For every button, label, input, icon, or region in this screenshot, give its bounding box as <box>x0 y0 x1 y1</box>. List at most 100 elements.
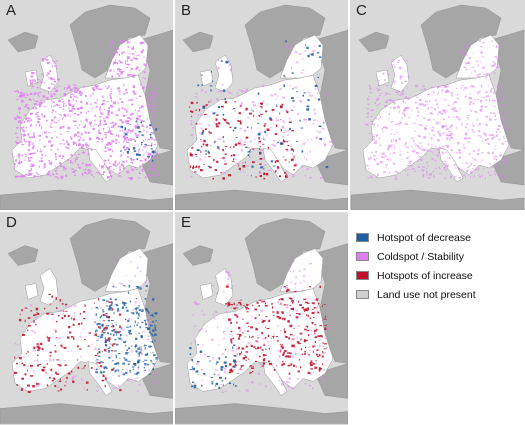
map-cell <box>56 320 58 323</box>
map-cell <box>228 174 231 177</box>
map-cell <box>310 368 313 370</box>
map-cell <box>192 314 195 316</box>
map-cell <box>472 150 476 152</box>
map-cell <box>493 170 496 173</box>
map-cell <box>53 117 56 119</box>
map-cell <box>136 307 139 309</box>
map-cell <box>147 363 150 366</box>
map-cell <box>28 171 30 173</box>
map-cell <box>79 90 82 93</box>
map-cell <box>68 84 69 87</box>
map-cell <box>46 312 50 315</box>
map-cell <box>192 127 195 129</box>
map-cell <box>66 376 68 380</box>
map-cell <box>300 71 303 74</box>
map-cell <box>122 51 124 54</box>
map-cell <box>377 124 379 127</box>
map-cell <box>129 99 132 101</box>
map-cell <box>453 163 456 166</box>
map-cell <box>72 98 74 101</box>
map-cell <box>406 165 410 166</box>
map-cell <box>28 157 30 160</box>
map-cell <box>451 95 453 97</box>
map-cell <box>384 105 387 108</box>
map-cell <box>472 124 475 127</box>
map-cell <box>144 353 148 356</box>
map-cell <box>143 154 145 157</box>
map-cell <box>74 107 76 110</box>
map-cell <box>51 78 55 81</box>
map-cell <box>222 157 225 159</box>
map-cell <box>70 93 74 95</box>
map-cell <box>71 107 75 110</box>
map-cell <box>130 113 133 116</box>
map-cell <box>503 112 506 115</box>
map-cell <box>35 107 37 110</box>
map-cell <box>296 378 300 380</box>
map-cell <box>94 354 97 356</box>
map-cell <box>285 148 288 151</box>
map-cell <box>41 126 43 129</box>
map-cell <box>229 126 232 129</box>
map-cell <box>96 339 99 341</box>
map-cell <box>288 355 291 358</box>
map-cell <box>304 328 307 331</box>
map-cell <box>145 326 148 329</box>
map-cell <box>104 132 108 134</box>
map-cell <box>194 93 198 94</box>
map-cell <box>418 166 421 168</box>
map-cell <box>145 144 148 147</box>
map-cell <box>209 360 211 362</box>
map-cell <box>61 317 64 320</box>
map-cell <box>33 175 37 178</box>
map-cell <box>27 98 30 100</box>
map-cell <box>221 391 224 393</box>
map-cell <box>144 280 147 284</box>
map-cell <box>129 371 132 373</box>
map-cell <box>72 94 75 96</box>
map-cell <box>71 317 73 320</box>
map-cell <box>267 146 270 149</box>
map-cell <box>394 82 395 85</box>
map-cell <box>152 369 154 370</box>
map-cell <box>312 387 314 390</box>
map-cell <box>499 174 502 177</box>
map-cell <box>109 94 111 97</box>
map-cell <box>74 154 77 156</box>
map-cell <box>499 154 502 156</box>
map-cell <box>237 154 239 156</box>
map-cell <box>32 142 34 145</box>
map-cell <box>88 332 91 334</box>
legend-swatch <box>356 252 369 261</box>
map-cell <box>422 174 424 176</box>
map-cell <box>25 155 28 157</box>
map-cell <box>16 116 20 117</box>
map-cell <box>437 86 439 88</box>
non-eu-land <box>175 403 348 424</box>
map-cell <box>79 313 81 315</box>
map-cell <box>196 156 198 158</box>
map-cell <box>33 132 35 135</box>
map-cell <box>286 304 288 306</box>
map-cell <box>224 100 227 104</box>
map-cell <box>125 344 127 347</box>
map-cell <box>134 307 136 310</box>
map-cell <box>54 131 56 133</box>
map-cell <box>318 369 321 372</box>
map-cell <box>290 340 292 341</box>
map-cell <box>313 329 317 332</box>
map-cell <box>73 315 76 318</box>
map-cell <box>315 359 317 362</box>
map-cell <box>272 123 275 125</box>
map-cell <box>444 177 446 179</box>
map-cell <box>258 148 260 150</box>
map-cell <box>116 369 118 372</box>
map-cell <box>141 336 143 338</box>
map-cell <box>122 135 126 137</box>
map-cell <box>30 124 32 126</box>
map-cell <box>41 113 43 116</box>
map-cell <box>306 105 310 108</box>
map-cell <box>121 52 123 55</box>
map-cell <box>137 359 141 362</box>
map-cell <box>38 96 40 98</box>
